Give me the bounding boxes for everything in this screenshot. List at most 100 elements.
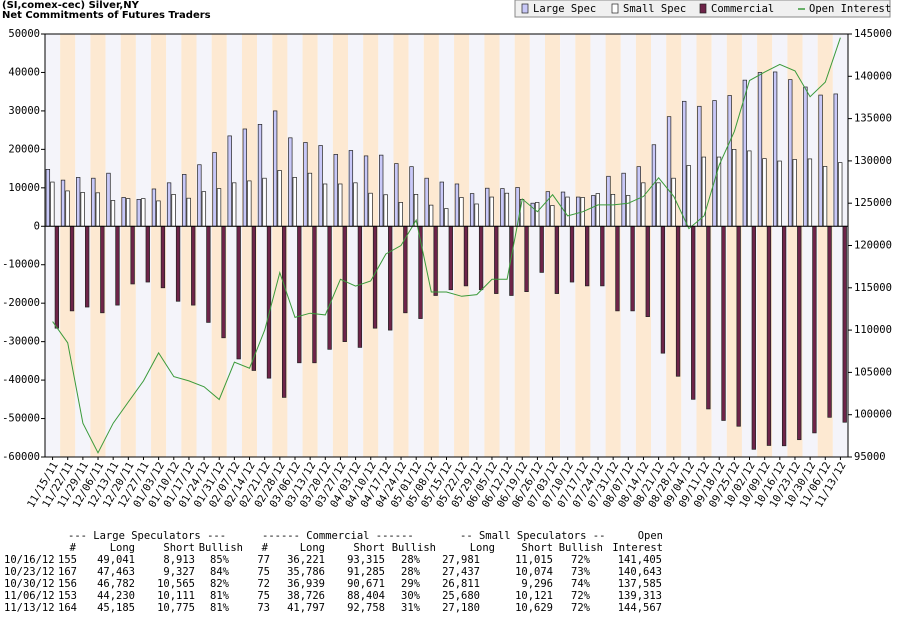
y2-tick-label: 145000: [854, 28, 892, 40]
bar: [394, 163, 399, 227]
table-cell: 10,121: [515, 590, 553, 602]
bar: [686, 165, 691, 227]
table-cell: 75: [257, 590, 270, 602]
bar: [342, 225, 347, 342]
bar: [469, 193, 475, 227]
band: [317, 34, 333, 457]
band: [560, 34, 576, 457]
band: [120, 34, 136, 457]
table-cell: 10,111: [157, 590, 195, 602]
y2-tick-label: 130000: [854, 155, 892, 167]
bar: [277, 170, 282, 227]
bar: [585, 225, 590, 287]
table-cell: 92,758: [347, 602, 385, 614]
bar: [227, 135, 232, 227]
band: [635, 34, 652, 457]
bar: [115, 225, 120, 306]
bar: [45, 169, 51, 227]
table-cell: 11/06/12: [4, 590, 55, 602]
y2-tick-label: 120000: [854, 240, 892, 252]
band: [544, 34, 561, 457]
bar: [792, 159, 797, 227]
band: [454, 34, 470, 457]
bar: [409, 166, 414, 227]
bar: [656, 182, 661, 227]
bar: [333, 154, 338, 227]
bar: [757, 72, 763, 227]
table-cell: 91,285: [347, 566, 385, 578]
band: [514, 34, 530, 457]
table-cell: 38,726: [287, 590, 325, 602]
chart-title: (SI,comex-cec) Silver,NY: [2, 0, 140, 11]
bar: [727, 95, 732, 227]
bar: [372, 225, 378, 329]
band: [166, 34, 182, 457]
bar: [777, 160, 782, 227]
bar: [818, 94, 823, 227]
bar: [621, 172, 626, 227]
table-cell: 29%: [401, 578, 421, 590]
bar: [463, 225, 469, 287]
table-column-header: #: [70, 542, 77, 554]
bar: [50, 181, 55, 227]
bar: [591, 195, 596, 227]
table-cell: 36,221: [287, 554, 325, 566]
bar: [60, 179, 66, 227]
bar: [257, 124, 263, 227]
table-column-header: Short: [163, 542, 195, 554]
bar: [459, 197, 464, 227]
bar: [539, 225, 544, 273]
band: [605, 34, 621, 457]
bar: [565, 196, 570, 227]
bar: [842, 225, 847, 423]
band: [45, 34, 61, 457]
band: [575, 34, 591, 457]
table-cell: 9,296: [521, 578, 553, 590]
table-column-header: Bullish: [559, 542, 603, 554]
bar: [736, 225, 741, 427]
table-cell: 73%: [571, 566, 591, 578]
bar: [307, 172, 313, 227]
table-cell: 153: [58, 590, 77, 602]
bar: [216, 188, 222, 227]
bar: [666, 116, 672, 227]
bar: [606, 175, 611, 227]
table-cell: 140,643: [618, 566, 662, 578]
bar: [554, 225, 560, 294]
bar: [388, 225, 393, 331]
bar: [545, 191, 551, 227]
bar: [827, 225, 832, 418]
table-column-header: Bullish: [199, 542, 243, 554]
table-cell: 10,074: [515, 566, 553, 578]
table-cell: 137,585: [618, 578, 662, 590]
table-cell: 75: [257, 566, 270, 578]
bar: [247, 180, 252, 227]
table-cell: 156: [58, 578, 77, 590]
bar: [292, 177, 297, 227]
table-column-header: Bullish: [392, 542, 436, 554]
legend-symbol: [611, 3, 619, 14]
table-cell: 72%: [571, 590, 591, 602]
bar: [478, 225, 484, 291]
band: [151, 34, 167, 457]
band: [348, 34, 364, 457]
bar: [433, 225, 438, 296]
band: [620, 34, 636, 457]
band: [196, 34, 212, 457]
bar: [353, 182, 358, 227]
bar: [721, 225, 726, 421]
bar: [803, 86, 808, 227]
table-cell: 84%: [210, 566, 230, 578]
band: [469, 34, 485, 457]
bar: [368, 192, 373, 227]
bar: [251, 225, 256, 371]
table-cell: 90,671: [347, 578, 385, 590]
bar: [171, 194, 176, 227]
y-tick-label: 30000: [8, 105, 40, 117]
bar: [822, 166, 828, 227]
table-cell: 10,565: [157, 578, 195, 590]
bar: [338, 183, 343, 227]
y-tick-label: -60000: [2, 451, 40, 463]
band: [105, 34, 121, 457]
table-group-header: --- Large Speculators ---: [68, 530, 226, 542]
